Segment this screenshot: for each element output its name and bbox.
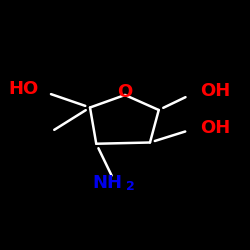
Text: OH: OH [200,82,230,100]
Text: NH: NH [92,174,122,192]
Text: O: O [118,83,132,101]
Text: OH: OH [200,119,230,137]
Text: 2: 2 [126,180,135,194]
Text: HO: HO [8,80,39,98]
